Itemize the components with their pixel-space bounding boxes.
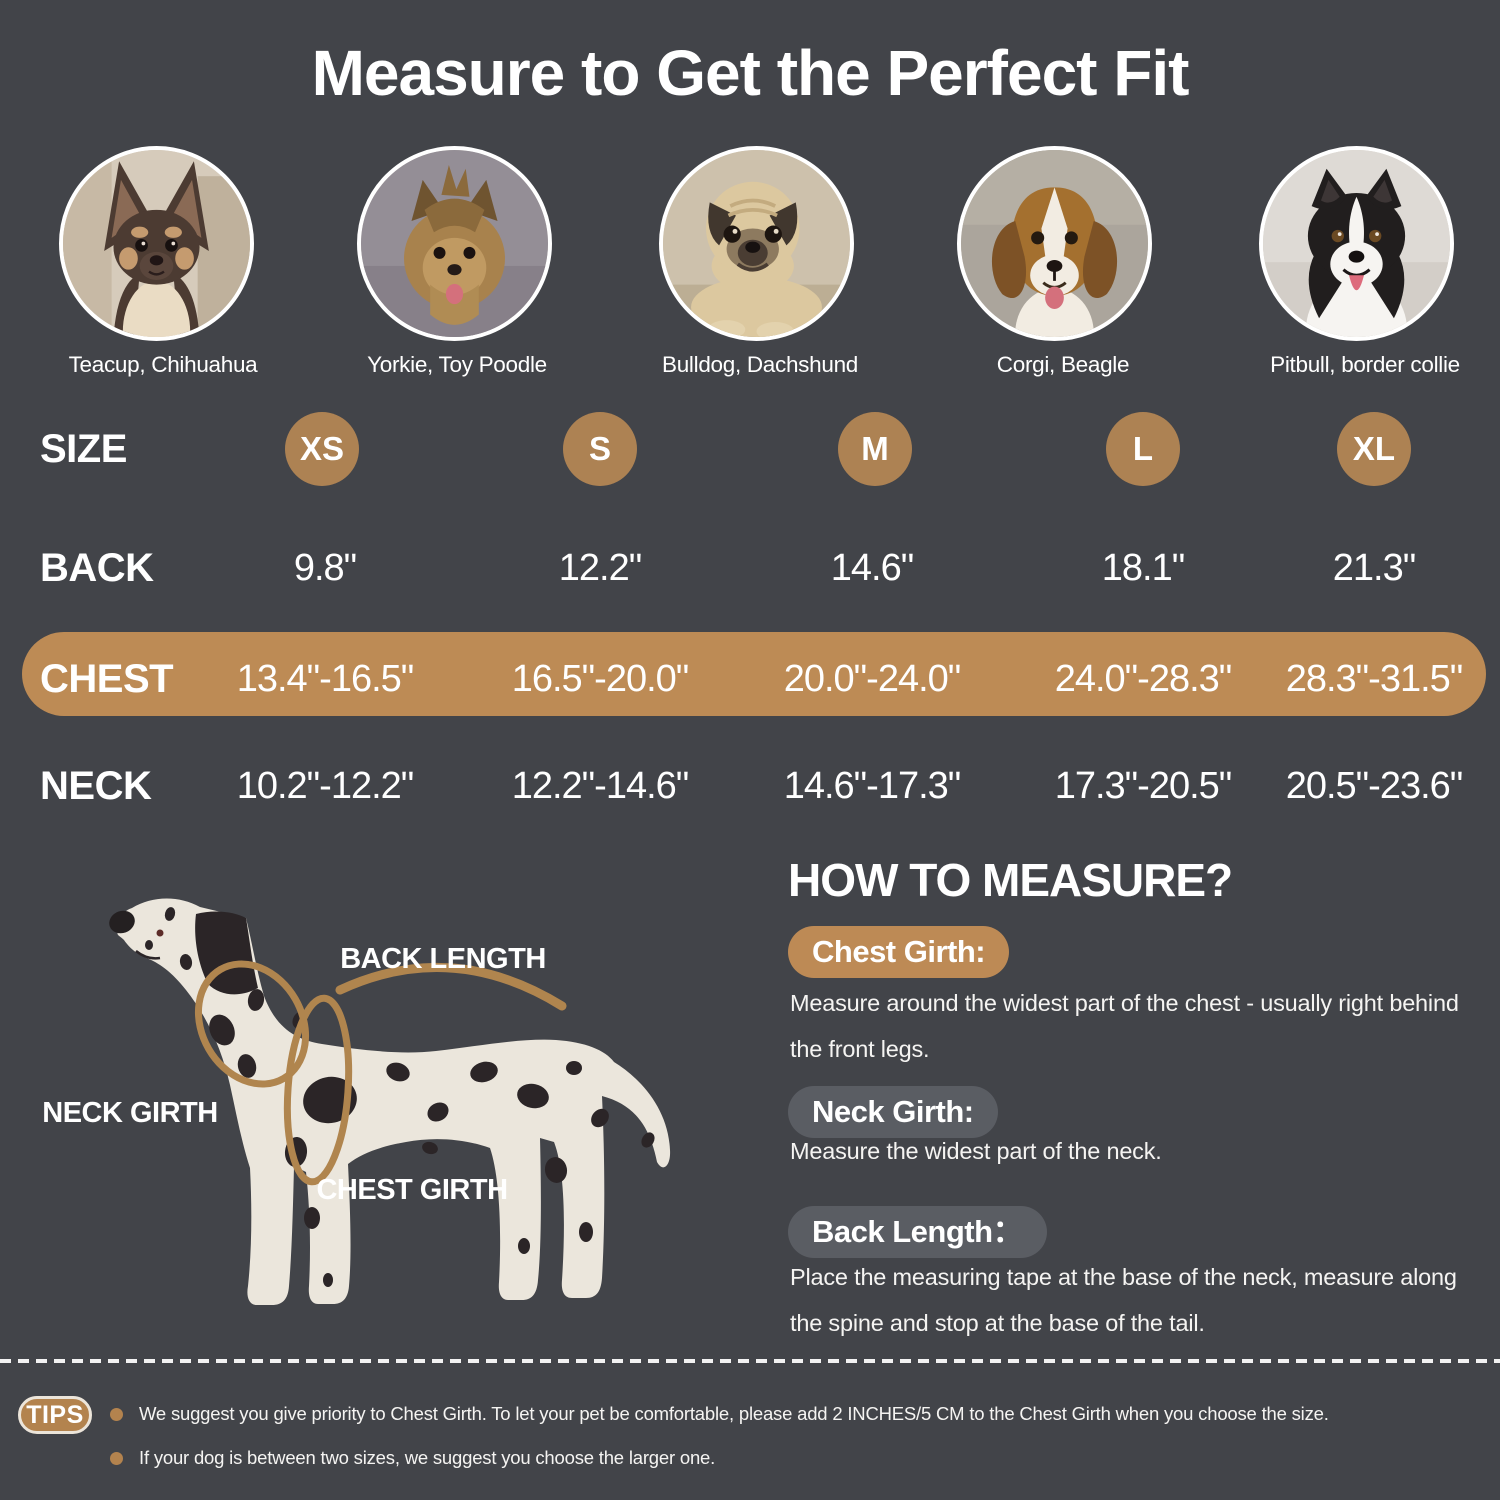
dog-eye [156, 929, 164, 937]
neck-girth-badge: Neck Girth: [788, 1086, 998, 1138]
chest-girth-description: Measure around the widest part of the ch… [790, 990, 1459, 1062]
back-length-badge: Back Length： [788, 1206, 1048, 1258]
chest-value-m: 20.0"-24.0" [783, 658, 962, 700]
chest-row-label: CHEST [40, 657, 174, 701]
breed-photo-pug [659, 146, 854, 341]
tip-bullet-icon [110, 1408, 123, 1421]
size-badge-xl: XL [1337, 412, 1411, 486]
breed-label-yorkie: Yorkie, Toy Poodle [367, 352, 547, 377]
size-badge-s: S [563, 412, 637, 486]
size-badge-xs: XS [285, 412, 359, 486]
chest-value-xl: 28.3"-31.5" [1285, 658, 1464, 700]
chest-girth-line [283, 994, 353, 1186]
neck-row-label: NECK [40, 764, 152, 808]
neck-value-xl: 20.5"-23.6" [1285, 765, 1464, 807]
breed-photo-chihuahua [59, 146, 254, 341]
back-value-m: 14.6" [830, 547, 914, 589]
neck-value-l: 17.3"-20.5" [1054, 765, 1233, 807]
back-value-l: 18.1" [1101, 547, 1185, 589]
page-title: Measure to Get the Perfect Fit [311, 37, 1190, 109]
back-length-line [335, 962, 567, 1011]
dalmatian-spots [145, 907, 655, 1287]
chest-value-xs: 13.4"-16.5" [236, 658, 415, 700]
pug-icon [663, 150, 850, 337]
neck-value-s: 12.2"-14.6" [511, 765, 690, 807]
breed-label-corgi: Corgi, Beagle [996, 352, 1130, 377]
dalmatian-illustration [109, 898, 671, 1305]
dog-nose [109, 910, 135, 934]
breed-label-bulldog: Bulldog, Dachshund [662, 352, 858, 377]
tips-badge: TIPS [18, 1396, 92, 1434]
neck-value-xs: 10.2"-12.2" [236, 765, 415, 807]
breed-label-chihuahua: Teacup, Chihuahua [68, 352, 258, 377]
back-row-label: BACK [40, 546, 154, 590]
dashed-divider [0, 1359, 1500, 1363]
breed-photo-yorkie [357, 146, 552, 341]
yorkie-icon [361, 150, 548, 337]
size-badge-l: L [1106, 412, 1180, 486]
neck-girth-line [194, 960, 310, 1088]
neck-value-m: 14.6"-17.3" [783, 765, 962, 807]
back-value-s: 12.2" [558, 547, 642, 589]
border-collie-icon [1263, 150, 1450, 337]
breed-photo-border-collie [1259, 146, 1454, 341]
chest-row-highlight [22, 632, 1486, 716]
back-length-description: Place the measuring tape at the base of … [790, 1264, 1457, 1336]
back-value-xs: 9.8" [293, 547, 357, 589]
beagle-icon [961, 150, 1148, 337]
breed-photo-beagle [957, 146, 1152, 341]
tip-bullet-icon [110, 1452, 123, 1465]
neck-girth-label: NECK GIRTH [42, 1097, 218, 1129]
chest-girth-badge: Chest Girth: [788, 926, 1010, 978]
tip-item-1: We suggest you give priority to Chest Gi… [139, 1403, 1329, 1424]
chest-value-s: 16.5"-20.0" [511, 658, 690, 700]
back-length-label: BACK LENGTH [340, 943, 546, 975]
tip-item-2: If your dog is between two sizes, we sug… [139, 1447, 716, 1468]
how-to-measure-title: HOW TO MEASURE? [788, 854, 1233, 906]
neck-girth-description: Measure the widest part of the neck. [790, 1138, 1162, 1164]
chest-girth-label: CHEST GIRTH [316, 1174, 508, 1206]
chest-value-l: 24.0"-28.3" [1054, 658, 1233, 700]
back-value-xl: 21.3" [1332, 547, 1416, 589]
size-row-label: SIZE [40, 427, 127, 471]
breed-label-pitbull: Pitbull, border collie [1270, 352, 1460, 377]
chihuahua-icon [63, 150, 250, 337]
size-badge-m: M [838, 412, 912, 486]
